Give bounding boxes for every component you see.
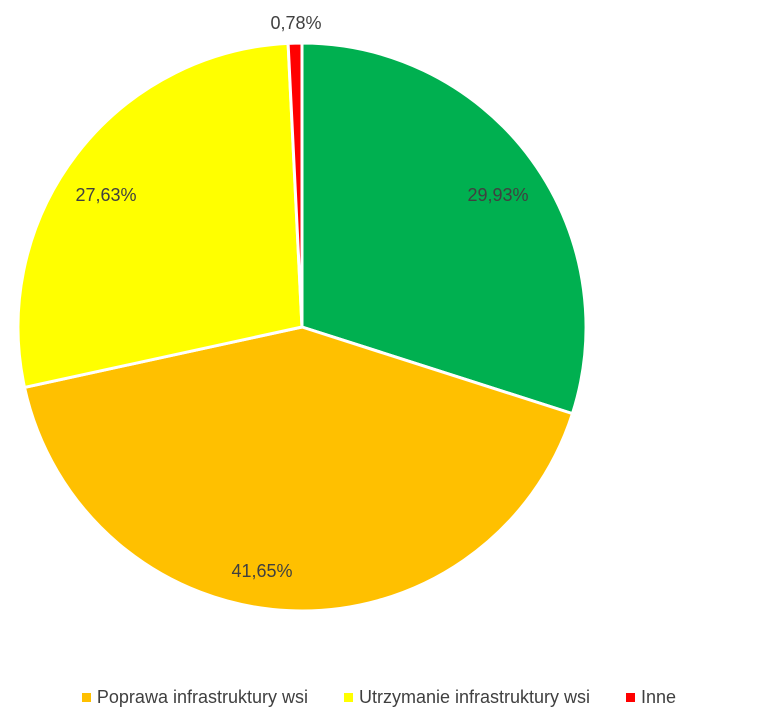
pie-slice-rozwoj — [300, 41, 588, 416]
legend-label-utrzymanie: Utrzymanie infrastruktury wsi — [358, 687, 591, 707]
data-label-inne: 0,78% — [270, 13, 321, 33]
legend-swatch-inne — [626, 693, 636, 702]
legend-label-poprawa: Poprawa infrastruktury wsi — [96, 687, 308, 707]
pie-slice-poprawa — [23, 325, 574, 613]
legend-label-inne: Inne — [641, 687, 677, 707]
data-label-utrzymanie: 27,63% — [75, 185, 136, 205]
data-label-poprawa: 41,65% — [231, 561, 292, 581]
legend-swatch-utrzymanie — [343, 693, 353, 702]
legend-item-utrzymanie: Utrzymanie infrastruktury wsi — [343, 687, 591, 708]
chart-legend: Poprawa infrastruktury wsi Utrzymanie in… — [0, 687, 758, 708]
pie-slice-inne — [286, 41, 304, 329]
pie-chart-svg: 29,93% 41,65% 27,63% 0,78% — [16, 13, 588, 613]
pie-slice-utrzymanie — [16, 41, 304, 389]
data-label-rozwoj: 29,93% — [467, 185, 528, 205]
legend-item-inne: Inne — [626, 687, 676, 708]
legend-item-poprawa: Poprawa infrastruktury wsi — [81, 687, 308, 708]
pie-chart: 29,93% 41,65% 27,63% 0,78% — [16, 13, 588, 613]
legend-swatch-poprawa — [81, 693, 91, 702]
